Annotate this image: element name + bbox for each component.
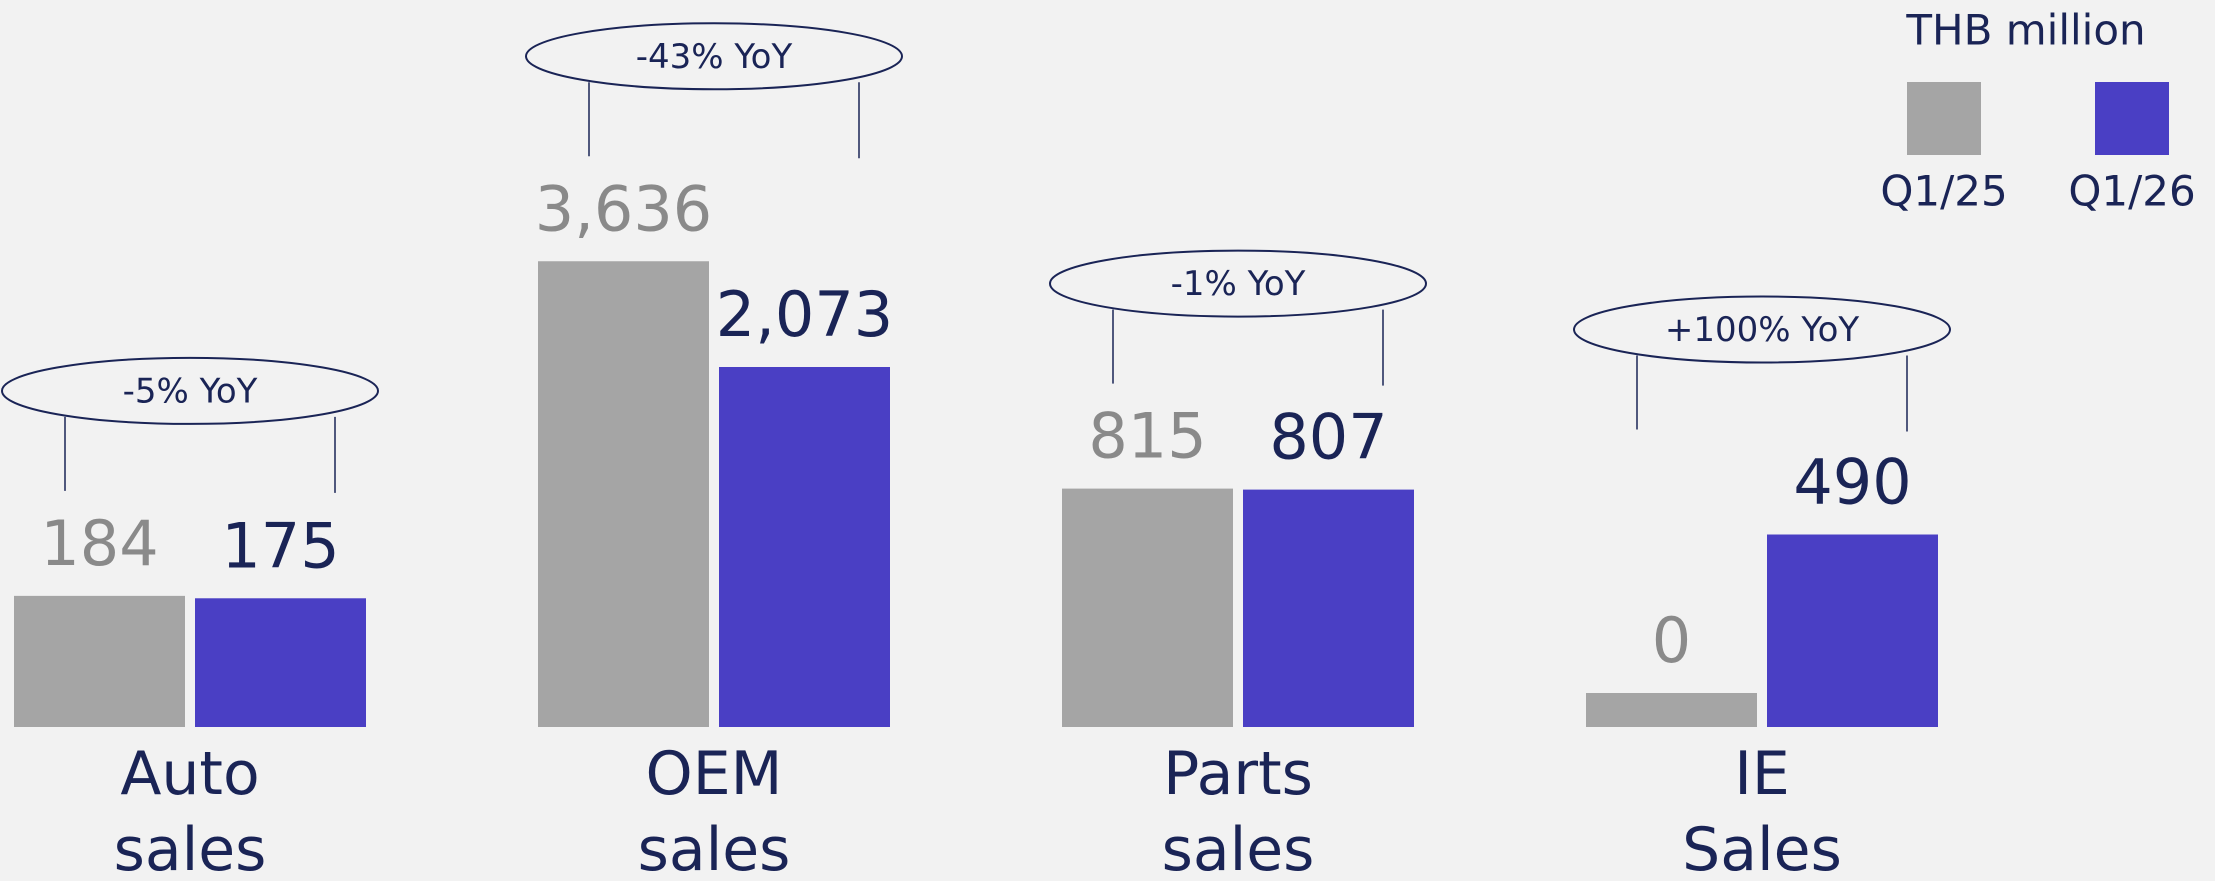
bar [14,595,185,727]
bar [719,367,890,727]
legend-swatch [2095,82,2169,155]
bar [1243,489,1414,727]
value-label: 184 [40,507,158,580]
annotation-ellipse [1573,295,1951,364]
annotation-ellipse [1049,249,1427,318]
bar [538,261,709,727]
category-label: OEM sales [638,739,791,881]
annotation-ellipse [1,356,379,425]
value-label: 490 [1793,446,1911,519]
bar [1062,488,1233,727]
category-label: Auto sales [114,739,267,881]
value-label: 2,073 [716,278,894,351]
bar [195,598,366,727]
legend-label: Q1/25 [1880,167,2007,216]
annotation: +100% YoY [1665,310,1860,350]
value-label: 3,636 [535,172,713,245]
legend-swatch [1907,82,1981,155]
annotation-ellipse [525,22,903,91]
annotation: -43% YoY [636,37,793,77]
bar [1586,693,1757,727]
category-label: Parts sales [1162,739,1315,881]
value-label: 807 [1269,401,1387,474]
value-label: 175 [221,509,339,582]
value-label: 0 [1652,604,1691,677]
annotation: -5% YoY [123,371,258,411]
value-label: 815 [1088,400,1206,473]
bar [1767,534,1938,727]
annotation: -1% YoY [1171,264,1306,304]
legend-label: Q1/26 [2068,167,2195,216]
unit-label: THB million [1905,6,2145,55]
category-label: IE Sales [1682,739,1842,881]
